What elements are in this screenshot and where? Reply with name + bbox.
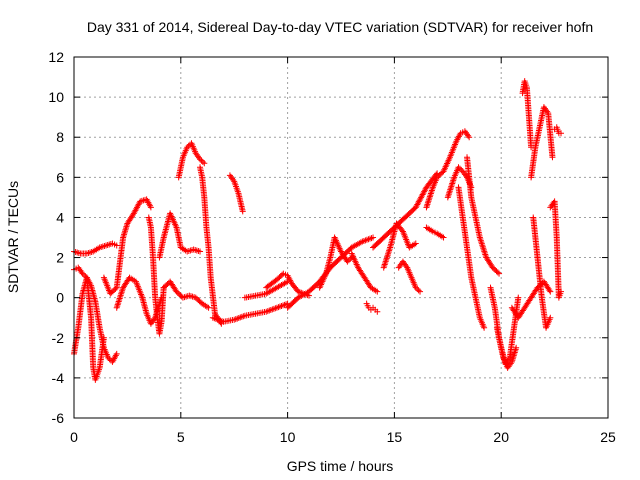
data-point: [79, 270, 86, 277]
data-point: [374, 308, 381, 315]
x-tick-label: 10: [280, 429, 296, 445]
data-points: [71, 78, 565, 383]
data-point: [197, 248, 204, 255]
data-point: [466, 134, 473, 141]
data-point: [481, 324, 488, 331]
y-axis-ticks: -6 -4 -2 0 2 4 6 8 10 12: [48, 49, 608, 426]
data-point: [558, 288, 565, 295]
data-point-interp: [112, 285, 119, 292]
data-point: [558, 130, 565, 137]
data-point: [344, 258, 351, 265]
data-point: [412, 240, 419, 247]
y-tick-label: 8: [56, 129, 64, 145]
data-point-interp: [80, 271, 87, 278]
data-point: [113, 350, 120, 357]
y-axis-label: SDTVAR / TECUs: [5, 181, 21, 293]
data-point-interp: [546, 287, 553, 294]
x-tick-label: 25: [600, 429, 616, 445]
data-point: [100, 334, 107, 341]
data-point: [370, 234, 377, 241]
data-point: [105, 354, 112, 361]
data-point: [417, 288, 424, 295]
data-point: [184, 144, 191, 151]
data-point-interp: [456, 165, 463, 172]
x-tick-label: 0: [70, 429, 78, 445]
y-tick-label: -2: [52, 330, 65, 346]
data-point-interp: [199, 158, 206, 165]
data-point-interp: [494, 269, 501, 276]
data-point-interp: [198, 157, 205, 164]
y-tick-label: 0: [56, 290, 64, 306]
data-point: [147, 204, 154, 211]
data-point-interp: [415, 287, 422, 294]
data-point: [515, 294, 522, 301]
data-point: [374, 288, 381, 295]
data-point: [547, 314, 554, 321]
data-point: [547, 288, 554, 295]
y-tick-label: -4: [52, 370, 65, 386]
chart-title: Day 331 of 2014, Sidereal Day-to-day VTE…: [87, 19, 593, 35]
data-point: [239, 208, 246, 215]
data-point: [197, 156, 204, 163]
x-tick-label: 5: [177, 429, 185, 445]
x-axis-label: GPS time / hours: [287, 458, 394, 474]
data-point: [440, 234, 447, 241]
data-point: [455, 164, 462, 171]
data-point-interp: [345, 257, 352, 264]
data-point: [549, 154, 556, 161]
y-tick-label: 2: [56, 250, 64, 266]
y-tick-label: 12: [48, 49, 64, 65]
data-point: [496, 270, 503, 277]
data-point: [205, 304, 212, 311]
data-point: [412, 284, 419, 291]
data-point-interp: [414, 285, 421, 292]
data-point: [113, 242, 120, 249]
plot-frame: [73, 56, 609, 419]
y-tick-label: 6: [56, 169, 64, 185]
y-tick-label: 4: [56, 209, 64, 225]
data-point-interp: [185, 142, 192, 149]
data-point: [201, 160, 208, 167]
y-tick-label: 10: [48, 89, 64, 105]
data-point-interp: [106, 356, 113, 363]
x-axis-ticks: 0 5 10 15 20 25: [70, 57, 616, 445]
x-tick-label: 15: [387, 429, 403, 445]
x-tick-label: 20: [493, 429, 509, 445]
y-tick-label: -6: [52, 410, 65, 426]
